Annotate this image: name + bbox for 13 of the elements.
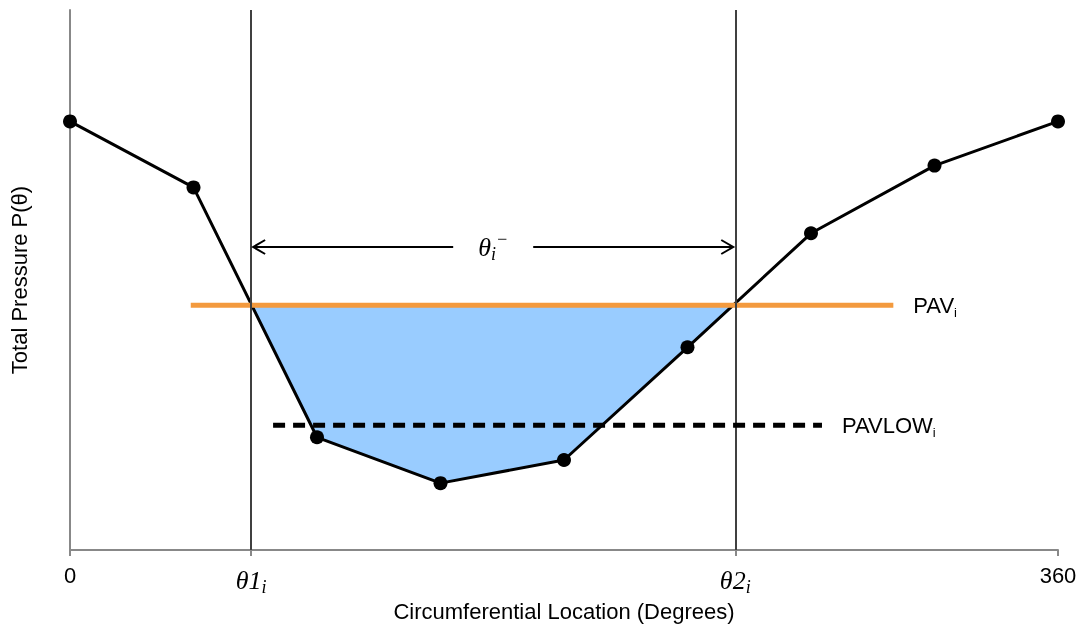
point — [63, 114, 77, 129]
point — [557, 453, 571, 467]
y-axis-title: Total Pressure P(θ) — [6, 185, 32, 375]
point — [680, 340, 695, 355]
point — [186, 180, 201, 195]
point — [1051, 114, 1065, 129]
point — [804, 226, 818, 241]
x-axis-title: Circumferential Location (Degrees) — [393, 599, 735, 625]
point — [310, 430, 324, 445]
point — [433, 476, 448, 491]
x-tick-label: 0 — [63, 562, 77, 588]
point — [927, 158, 942, 173]
x-tick-label: 360 — [1039, 562, 1077, 588]
